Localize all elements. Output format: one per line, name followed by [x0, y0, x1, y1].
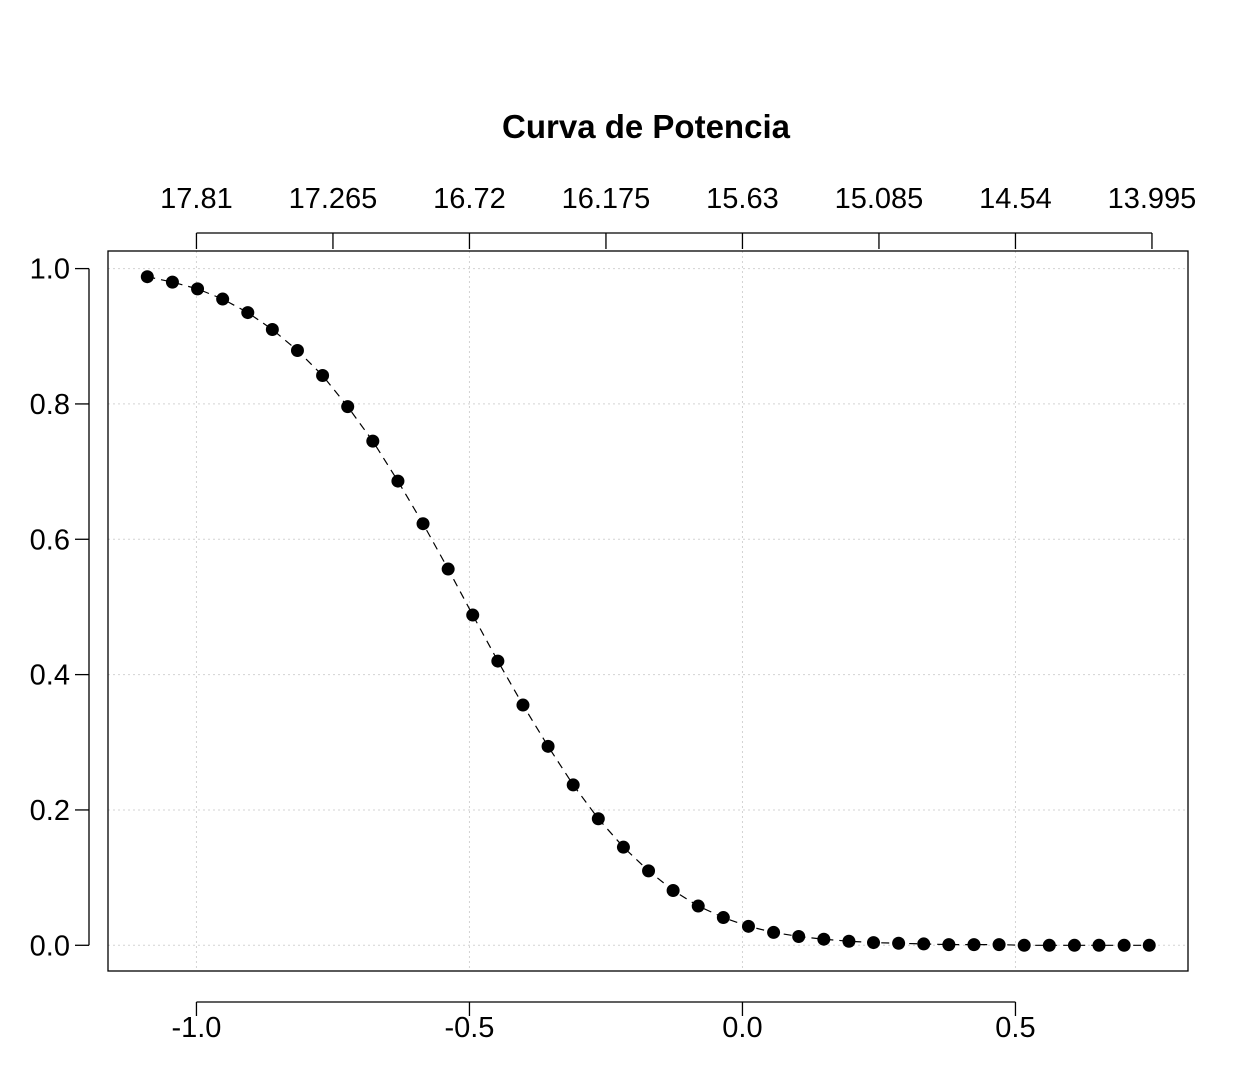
top-tick-label: 16.72	[433, 183, 506, 215]
data-point	[165, 275, 179, 289]
data-point	[817, 932, 831, 946]
y-tick-label: 1.0	[30, 254, 70, 286]
data-point	[1142, 938, 1156, 952]
data-point	[491, 654, 505, 668]
data-point	[366, 434, 380, 448]
data-point	[792, 929, 806, 943]
data-point	[767, 925, 781, 939]
data-point	[691, 899, 705, 913]
chart-title: Curva de Potencia	[502, 108, 791, 145]
top-tick-label: 16.175	[562, 183, 651, 215]
data-point	[241, 306, 255, 320]
data-point	[441, 562, 455, 576]
data-point	[591, 812, 605, 826]
data-point	[1042, 938, 1056, 952]
data-point	[741, 919, 755, 933]
data-point	[216, 292, 230, 306]
data-point	[316, 369, 330, 383]
y-tick-label: 0.2	[30, 795, 70, 827]
plot-frame	[107, 250, 1189, 972]
data-point	[942, 938, 956, 952]
y-tick-label: 0.0	[30, 930, 70, 962]
x-tick-label: 0.0	[722, 1012, 762, 1044]
data-point	[892, 936, 906, 950]
x-tick-label: -0.5	[444, 1012, 494, 1044]
top-tick-label: 13.995	[1108, 183, 1197, 215]
data-point	[341, 400, 355, 414]
y-tick-label: 0.6	[30, 524, 70, 556]
data-point	[716, 911, 730, 925]
top-tick-label: 15.085	[835, 183, 924, 215]
top-tick-label: 14.54	[979, 183, 1052, 215]
top-tick-label: 17.265	[289, 183, 378, 215]
data-points	[140, 270, 1156, 952]
top-tick-label: 15.63	[706, 183, 779, 215]
y-tick-label: 0.8	[30, 389, 70, 421]
data-point	[416, 517, 430, 531]
data-point	[1092, 938, 1106, 952]
data-point	[466, 608, 480, 622]
data-point	[967, 938, 981, 952]
grid-lines	[108, 251, 1188, 971]
data-point	[992, 938, 1006, 952]
data-point	[140, 270, 154, 284]
data-point	[867, 936, 881, 950]
data-point	[642, 864, 656, 878]
data-point	[191, 282, 205, 296]
data-point	[391, 474, 405, 488]
power-curve-line	[147, 276, 1150, 946]
top-tick-label: 17.81	[160, 183, 233, 215]
data-point	[516, 698, 530, 712]
data-point	[265, 322, 279, 336]
data-point	[842, 934, 856, 948]
x-tick-label: 0.5	[995, 1012, 1035, 1044]
x-axis-bottom: -1.0 -0.5 0.0 0.5	[171, 1001, 1036, 1044]
x-tick-label: -1.0	[171, 1012, 221, 1044]
data-point	[1017, 938, 1031, 952]
data-point	[290, 343, 304, 357]
data-point	[541, 739, 555, 753]
data-point	[1067, 938, 1081, 952]
data-point	[666, 883, 680, 897]
data-point	[616, 840, 630, 854]
data-point	[1117, 938, 1131, 952]
y-axis-left: 0.0 0.2 0.4 0.6 0.8 1.0	[30, 254, 90, 962]
x-axis-top: 17.81 17.265 16.72 16.175 15.63 15.085 14.54 13…	[160, 183, 1196, 249]
y-tick-label: 0.4	[30, 660, 70, 692]
data-point	[917, 937, 931, 951]
data-point	[566, 778, 580, 792]
